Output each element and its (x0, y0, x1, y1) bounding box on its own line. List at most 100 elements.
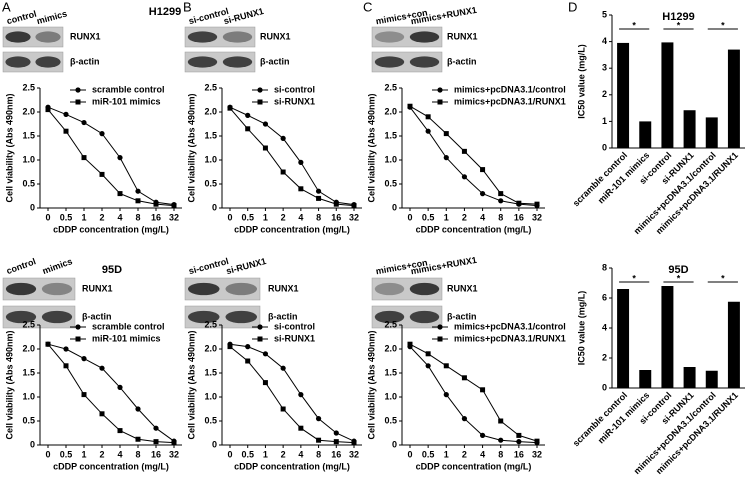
y-tick-label: 0 (30, 439, 35, 449)
legend-marker (75, 87, 81, 93)
y-tick-label: 5 (602, 9, 607, 19)
marker (498, 418, 504, 424)
marker (534, 438, 540, 444)
marker (298, 425, 304, 431)
band (225, 282, 257, 296)
band (5, 310, 37, 324)
legend-marker (75, 336, 81, 342)
band (409, 282, 440, 296)
x-axis-label: cDDP concentration (mg/L) (234, 461, 350, 471)
x-tick-label: 1 (444, 449, 449, 459)
series-line (409, 343, 538, 442)
y-tick-label: 0.5 (204, 178, 217, 188)
x-tick-label: 16 (151, 449, 161, 459)
blot-label: RUNX1 (447, 31, 478, 41)
x-tick-label: 8 (498, 449, 503, 459)
x-tick-label: 1 (263, 449, 268, 459)
legend-label: mimics+pcDNA3.1/control (454, 84, 566, 94)
legend-marker (437, 324, 443, 330)
marker (227, 105, 233, 111)
marker (316, 195, 322, 201)
band (5, 282, 37, 296)
lane-label: mimics (41, 256, 74, 276)
x-axis-label: cDDP concentration (mg/L) (416, 461, 532, 471)
series-line (229, 106, 355, 206)
x-tick-label: 2 (281, 212, 286, 222)
band (188, 282, 220, 296)
bar (639, 121, 652, 148)
marker (425, 114, 431, 120)
marker (153, 439, 159, 445)
marker (425, 351, 431, 357)
x-tick-label: 16 (331, 449, 341, 459)
y-axis-label: Cell viability (Abs 490nm) (4, 93, 14, 202)
x-axis-label: cDDP concentration (mg/L) (53, 461, 169, 471)
marker (117, 428, 123, 434)
significance-star: * (632, 273, 636, 283)
marker (280, 169, 286, 175)
y-tick-label: 0 (30, 202, 35, 212)
y-tick-label: 1.5 (204, 367, 217, 377)
chart-title: 95D (668, 264, 688, 276)
marker (262, 145, 268, 151)
y-tick-label: 2.5 (384, 82, 397, 92)
band (374, 56, 405, 68)
y-tick-label: 2.0 (384, 106, 397, 116)
marker (516, 200, 522, 206)
marker (534, 201, 540, 207)
y-tick-label: 0 (212, 439, 217, 449)
marker (81, 119, 87, 126)
x-tick-label: 0.5 (241, 449, 254, 459)
x-axis-label: cDDP concentration (mg/L) (234, 224, 350, 234)
y-tick-label: 0 (602, 382, 607, 392)
marker (333, 201, 339, 207)
x-tick-label: 0 (45, 212, 50, 222)
significance-star: * (677, 20, 681, 30)
x-tick-label: 32 (532, 449, 542, 459)
marker (63, 346, 69, 352)
x-tick-label: 8 (135, 212, 140, 222)
x-tick-label: 16 (331, 212, 341, 222)
band (222, 56, 253, 68)
band (409, 31, 440, 43)
legend-label: si-RUNX1 (274, 333, 315, 343)
bar (705, 370, 718, 388)
y-tick-label: 2 (602, 89, 607, 99)
y-tick-label: 2.0 (22, 106, 35, 116)
marker (245, 344, 251, 350)
legend-label: si-control (274, 321, 315, 331)
y-tick-label: 1.0 (204, 391, 217, 401)
y-axis-label: IC50 value (mg/L) (576, 44, 586, 119)
band (409, 310, 440, 324)
x-tick-label: 2 (281, 449, 286, 459)
x-tick-label: 16 (514, 212, 524, 222)
y-tick-label: 1.5 (204, 130, 217, 140)
x-tick-label: 32 (532, 212, 542, 222)
y-tick-label: 2.5 (204, 319, 217, 329)
band (374, 31, 405, 43)
bar (727, 49, 740, 148)
x-axis-label: cDDP concentration (mg/L) (53, 224, 169, 234)
x-tick-label: 4 (480, 449, 485, 459)
marker (333, 439, 339, 445)
significance-star: * (677, 273, 681, 283)
x-tick-label: 2 (99, 449, 104, 459)
x-tick-label: 0.5 (422, 449, 435, 459)
x-tick-label: 0 (227, 212, 232, 222)
marker (99, 411, 105, 417)
marker (262, 351, 269, 357)
x-tick-label: 0 (407, 449, 412, 459)
legend-label: si-RUNX1 (274, 96, 315, 106)
marker (171, 203, 177, 209)
y-tick-label: 1 (602, 116, 607, 126)
bar (705, 117, 718, 148)
y-tick-label: 2.0 (384, 343, 397, 353)
marker (280, 135, 286, 141)
marker (45, 107, 51, 113)
x-tick-label: 0.5 (422, 212, 435, 222)
x-tick-label: 8 (498, 212, 503, 222)
bar (661, 286, 674, 388)
legend-marker (257, 87, 263, 93)
marker (516, 432, 522, 438)
x-tick-label: 16 (514, 449, 524, 459)
